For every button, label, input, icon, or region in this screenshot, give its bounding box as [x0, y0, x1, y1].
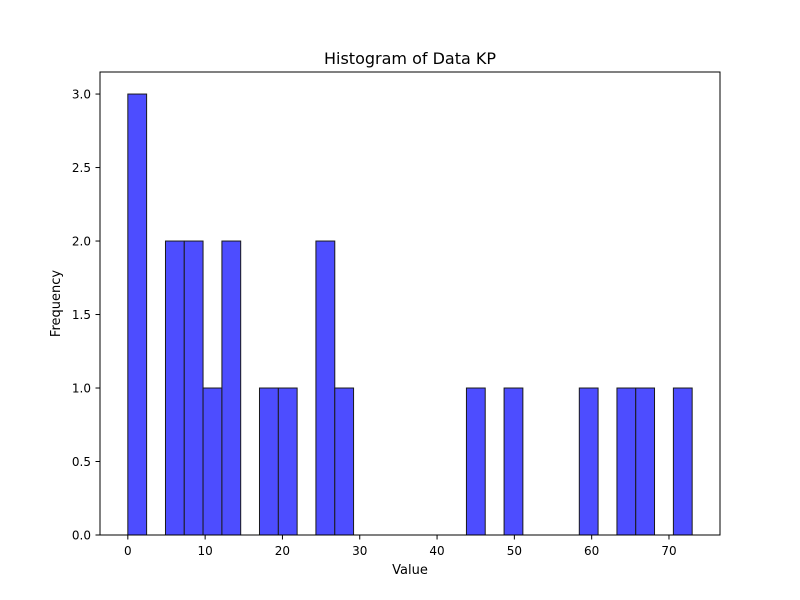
y-tick-label: 1.0: [72, 382, 91, 396]
y-tick-label: 1.5: [72, 308, 91, 322]
histogram-bar: [635, 387, 656, 536]
plot-frame: [99, 71, 721, 536]
histogram-bar: [127, 93, 148, 536]
histogram-bar: [503, 387, 524, 536]
y-tick-label: 3.0: [72, 88, 91, 102]
bars-group: [127, 93, 693, 536]
histogram-bar: [334, 387, 355, 536]
x-tick-label: 50: [507, 544, 522, 558]
x-tick-label: 0: [124, 544, 132, 558]
x-tick-label: 70: [661, 544, 676, 558]
y-tick-label: 0.0: [72, 529, 91, 543]
x-axis-ticks: 0 10 20 30 40 50 60 70: [124, 535, 677, 558]
x-tick-label: 20: [275, 544, 290, 558]
histogram-bar: [465, 387, 486, 536]
histogram-bar: [578, 387, 599, 536]
y-axis-label: Frequency: [49, 270, 64, 337]
histogram-bar: [164, 240, 185, 536]
histogram-bar: [672, 387, 693, 536]
x-tick-label: 10: [197, 544, 212, 558]
y-tick-label: 0.5: [72, 455, 91, 469]
y-axis-ticks: 0.0 0.5 1.0 1.5 2.0 2.5 3.0: [72, 88, 100, 543]
x-tick-label: 40: [429, 544, 444, 558]
histogram-bar: [315, 240, 336, 536]
histogram-bar: [183, 240, 204, 536]
y-tick-label: 2.5: [72, 161, 91, 175]
histogram-bar: [616, 387, 637, 536]
x-tick-label: 60: [584, 544, 599, 558]
y-tick-label: 2.0: [72, 235, 91, 249]
histogram-bar: [202, 387, 223, 536]
histogram-bar: [258, 387, 279, 536]
histogram-bar: [277, 387, 298, 536]
x-tick-label: 30: [352, 544, 367, 558]
chart-title: Histogram of Data KP: [324, 49, 496, 68]
x-axis-label: Value: [392, 563, 428, 578]
histogram-bar: [221, 240, 242, 536]
